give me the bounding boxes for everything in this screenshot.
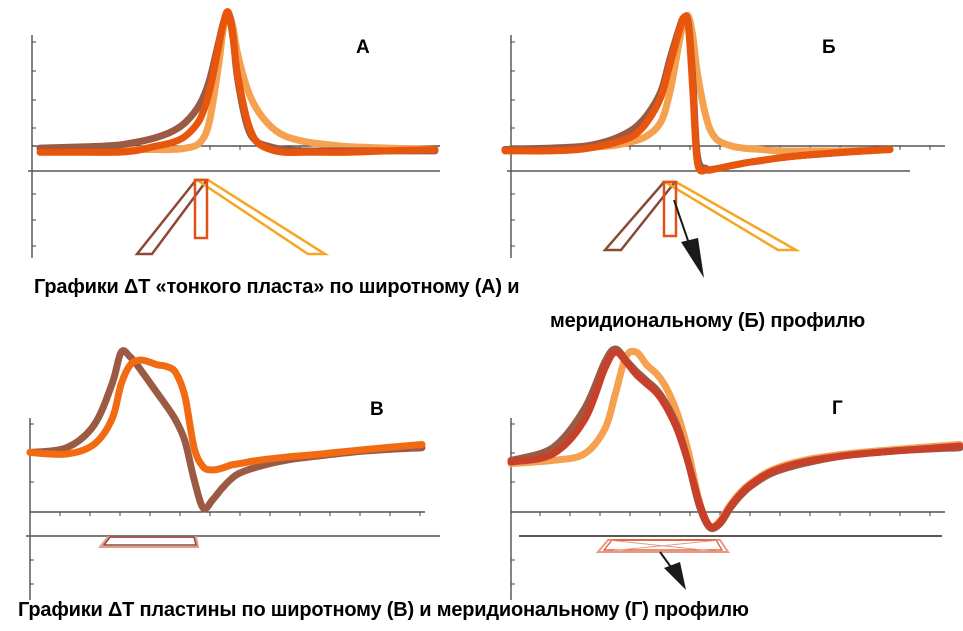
series-line-dark_orange [36,8,439,156]
body-diagonal-b [599,539,721,553]
panel-c-axes [26,418,440,600]
body-outline-brown [102,536,197,546]
panel-a: А [28,8,440,258]
panel-d: Г [507,345,963,600]
panel-b-letter: Б [822,37,836,58]
panel-b-bodies [602,180,801,278]
panel-a-letter: А [356,37,370,58]
panel-c-bodies [97,536,200,548]
caption-top-line2: меридиональному (Б) профилю [550,310,866,332]
panel-b: Б [501,11,945,278]
panel-c-letter: В [370,399,384,420]
body-outline-red [602,539,724,551]
body-outline-light-orange [660,180,801,252]
panel-c: В [26,347,440,600]
body-outline-light-orange [192,178,330,256]
panel-b-curves [501,11,894,175]
caption-top-line1: Графики ΔТ «тонкого пласта» по широтному… [34,276,520,298]
caption-bottom: Графики ΔТ пластины по широтному (В) и м… [18,599,749,621]
body-outline-red [193,178,209,240]
series-line-brown [26,347,426,513]
dip-arrow-icon [673,199,704,278]
panel-c-curves [26,347,426,513]
panel-d-letter: Г [832,398,843,419]
series-line-red [507,348,963,531]
panel-a-bodies [134,178,330,256]
body-outline-red [662,180,678,238]
series-line-dark_orange [501,12,894,175]
panel-d-ticks [511,423,931,585]
panel-d-bodies [595,539,730,590]
panel-d-curves [507,345,963,532]
body-outline-brown [134,178,210,256]
panel-a-curves [36,8,439,156]
dip-arrow-icon [659,551,686,590]
series-line-orange [26,356,426,474]
